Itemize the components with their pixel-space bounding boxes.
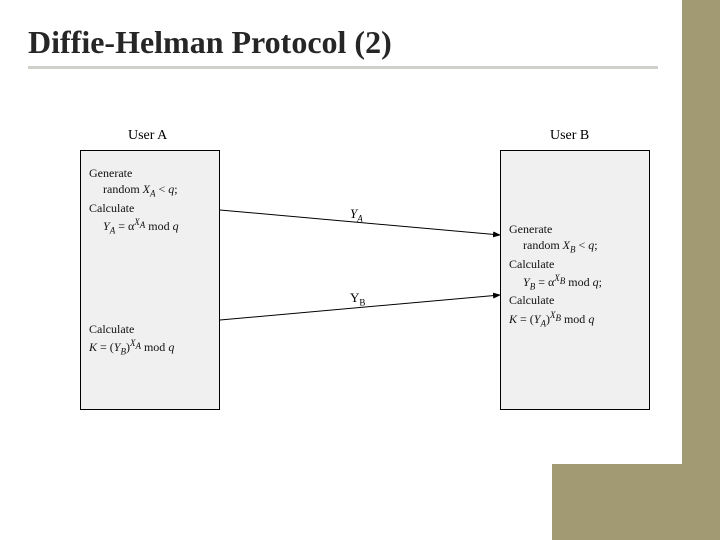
arrow-yb-label: YB	[350, 290, 365, 308]
formula-ya: YA = αXA mod q	[89, 216, 219, 237]
formula-yb: YB = αXB mod q;	[509, 272, 649, 293]
title-underline	[28, 66, 658, 69]
formula-ka: K = (YB)XA mod q	[89, 337, 219, 358]
user-a-box: Generate random XA < q; Calculate YA = α…	[80, 150, 220, 410]
sidebar-block	[552, 464, 682, 540]
box-b-step: Generate random XB < q; Calculate YB = α…	[509, 221, 649, 329]
calculate-label: Calculate	[509, 292, 649, 308]
protocol-diagram: User A User B Generate random XA < q; Ca…	[50, 120, 670, 450]
arrow-ya-label: YA	[350, 206, 363, 224]
user-a-label: User A	[128, 128, 167, 144]
sidebar-block	[682, 160, 720, 540]
calculate-label: Calculate	[89, 321, 219, 337]
page-title: Diffie-Helman Protocol (2)	[28, 24, 392, 61]
user-b-box: Generate random XB < q; Calculate YB = α…	[500, 150, 650, 410]
generate-label: Generate	[89, 165, 219, 181]
random-xa: random XA < q;	[89, 181, 219, 200]
box-a-step2: Calculate K = (YB)XA mod q	[89, 321, 219, 358]
calculate-label: Calculate	[509, 256, 649, 272]
box-a-step1: Generate random XA < q; Calculate YA = α…	[89, 165, 219, 236]
user-b-label: User B	[550, 128, 589, 144]
formula-kb: K = (YA)XB mod q	[509, 309, 649, 330]
generate-label: Generate	[509, 221, 649, 237]
calculate-label: Calculate	[89, 200, 219, 216]
random-xb: random XB < q;	[509, 237, 649, 256]
sidebar-block	[682, 0, 720, 160]
